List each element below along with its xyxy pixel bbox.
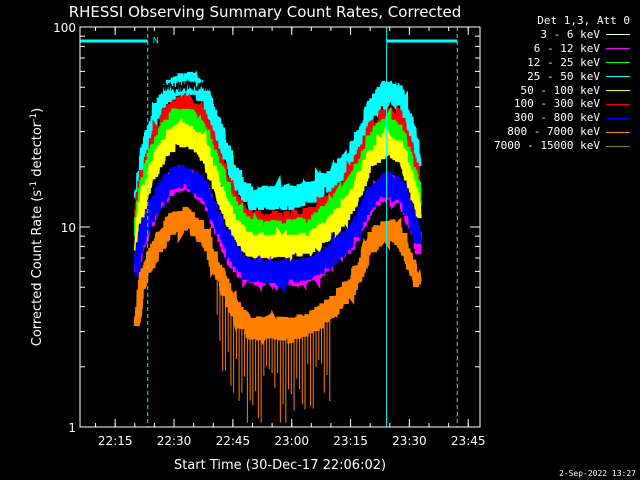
y-axis-label-part2: detector [30, 121, 45, 181]
legend-swatch [606, 117, 630, 119]
legend-swatch [606, 76, 630, 78]
legend-entry-label: 6 - 12 keV [533, 41, 600, 55]
legend-entry: 800 - 7000 keV [470, 125, 640, 139]
data-layer [133, 68, 422, 423]
legend-entry-label: 12 - 25 keV [527, 55, 600, 69]
series-line-1 [133, 70, 422, 215]
x-tick-label: 22:45 [216, 434, 251, 448]
legend-entry-label: 800 - 7000 keV [507, 125, 600, 139]
legend-entry-label: 7000 - 15000 keV [494, 139, 600, 153]
y-tick-label: 100 [53, 21, 76, 35]
x-tick-label: 22:15 [98, 434, 133, 448]
y-tick-label: 10 [61, 221, 76, 235]
series-line-4 [133, 117, 422, 268]
legend-entry: 7000 - 15000 keV [470, 139, 640, 153]
y-tick-label: 1 [68, 421, 76, 435]
x-tick-label: 23:15 [333, 434, 368, 448]
legend-entry-label: 50 - 100 keV [520, 83, 600, 97]
legend-entry: 12 - 25 keV [470, 56, 640, 70]
legend-swatch [606, 62, 630, 64]
legend-swatch [606, 89, 630, 91]
y-axis-label-sup1: -1 [29, 181, 39, 190]
chart-title: RHESSI Observing Summary Count Rates, Co… [69, 3, 462, 21]
legend-entries: 3 - 6 keV 6 - 12 keV 12 - 25 keV 25 - 50 ke… [470, 28, 640, 153]
legend-entry-label: 100 - 300 keV [513, 97, 600, 111]
y-axis-label-part1: Corrected Count Rate (s [30, 190, 45, 347]
y-axis: 1 10 100 [53, 21, 480, 435]
y-axis-label-part3: ) [30, 108, 45, 113]
legend-swatch [606, 103, 630, 105]
x-axis: 22:15 22:30 22:45 23:00 23:15 23:30 23:45 [95, 27, 486, 448]
x-tick-label: 22:30 [157, 434, 192, 448]
legend-header: Det 1,3, Att 0 [537, 14, 630, 27]
legend-entry: 300 - 800 keV [470, 111, 640, 125]
annotation-flag-n: N [153, 36, 159, 45]
legend-entry: 50 - 100 keV [470, 84, 640, 98]
x-axis-label: Start Time (30-Dec-17 22:06:02) [174, 458, 386, 473]
x-tick-label: 23:30 [392, 434, 427, 448]
footer-date: 2-Sep-2022 13:27 [558, 469, 636, 478]
legend-entry: 25 - 50 keV [470, 70, 640, 84]
legend-entry-label: 25 - 50 keV [527, 69, 600, 83]
legend-swatch [606, 145, 630, 147]
x-tick-label: 23:00 [274, 434, 309, 448]
y-axis-label-sup2: -1 [29, 113, 39, 122]
legend: Det 1,3, Att 0 3 - 6 keV 6 - 12 keV 12 - 2… [470, 14, 640, 153]
legend-entry-label: 3 - 6 keV [540, 27, 600, 41]
legend-swatch [606, 48, 630, 50]
series-line-6 [133, 165, 422, 295]
legend-entry: 100 - 300 keV [470, 97, 640, 111]
series-line-3-6-kev-trace [136, 68, 420, 102]
legend-entry: 6 - 12 keV [470, 42, 640, 56]
x-tick-label: 23:45 [451, 434, 486, 448]
legend-entry-label: 300 - 800 keV [513, 111, 600, 125]
legend-swatch [606, 34, 630, 36]
legend-entry: 3 - 6 keV [470, 28, 640, 42]
legend-swatch [606, 131, 630, 133]
y-axis-label: Corrected Count Rate (s-1 detector-1) [29, 108, 45, 346]
